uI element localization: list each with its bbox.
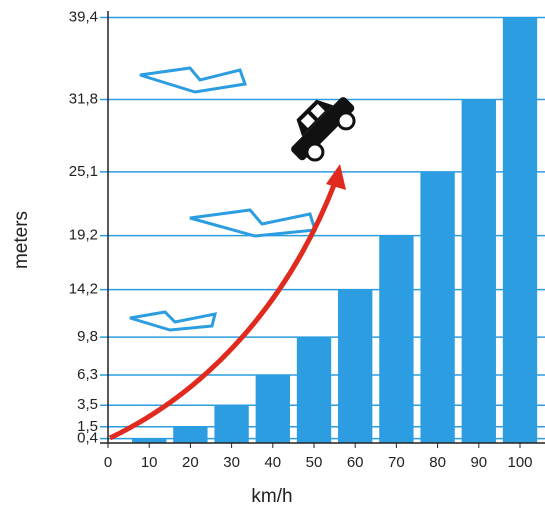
x-tick-label: 60 [347, 454, 364, 471]
x-tick-label: 100 [507, 454, 532, 471]
y-tick-label: 9,8 [77, 328, 98, 345]
decoration [130, 68, 315, 330]
chart: 0,41,53,56,39,814,219,225,131,839,401020… [0, 0, 545, 516]
y-tick-label: 3,5 [77, 396, 98, 413]
y-tick-label: 19,2 [69, 227, 98, 244]
arrow-head [326, 164, 346, 190]
y-axis-title: meters [11, 211, 32, 269]
cloud [130, 312, 215, 330]
bar [462, 100, 496, 443]
x-tick-label: 10 [141, 454, 158, 471]
x-tick-label: 20 [182, 454, 199, 471]
bar [256, 375, 290, 443]
bar [173, 427, 207, 443]
x-tick-label: 40 [264, 454, 281, 471]
x-tick-label: 30 [223, 454, 240, 471]
bar [297, 337, 331, 443]
y-tick-label: 14,2 [69, 281, 98, 298]
x-tick-label: 0 [104, 454, 112, 471]
bar [379, 236, 413, 443]
cloud [190, 210, 315, 236]
bar [338, 290, 372, 443]
bar [214, 405, 248, 443]
y-tick-label: 31,8 [69, 91, 98, 108]
x-tick-label: 50 [306, 454, 323, 471]
car [278, 84, 363, 169]
y-tick-label: 1,5 [77, 418, 98, 435]
cloud [140, 68, 245, 92]
x-tick-label: 90 [470, 454, 487, 471]
x-tick-label: 80 [429, 454, 446, 471]
y-tick-label: 39,4 [69, 8, 98, 25]
x-axis-title: km/h [251, 486, 292, 507]
y-tick-label: 25,1 [69, 163, 98, 180]
bar [503, 17, 537, 443]
bar [420, 172, 454, 443]
y-tick-label: 6,3 [77, 366, 98, 383]
x-tick-label: 70 [388, 454, 405, 471]
